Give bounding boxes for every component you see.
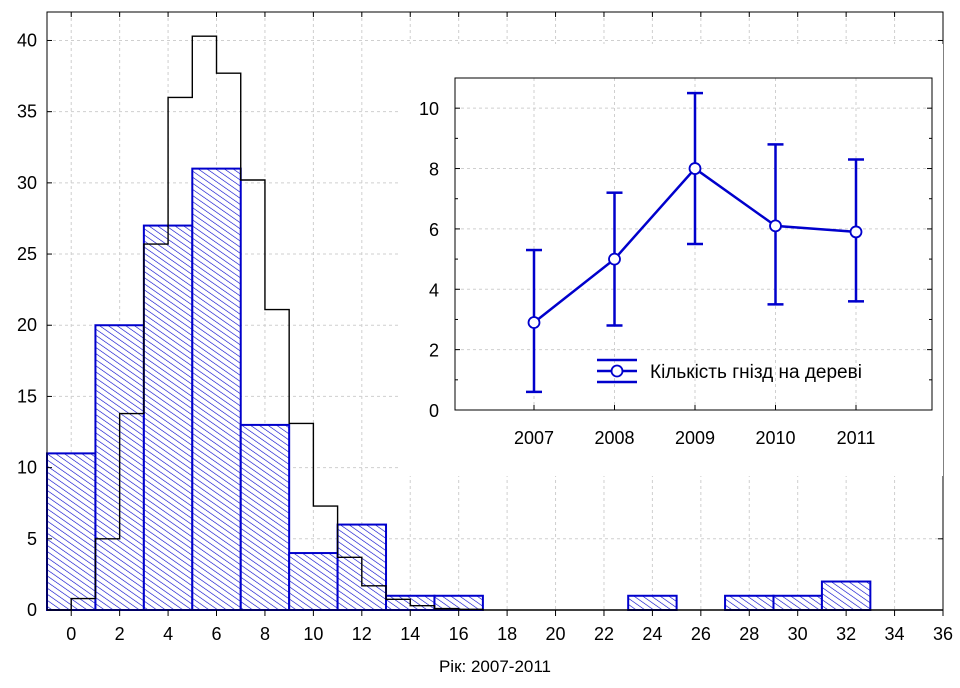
inset-plot-frame [454, 77, 933, 411]
x-tick-label: 34 [885, 624, 905, 644]
x-tick-label: 20 [546, 624, 566, 644]
inset-background [400, 44, 943, 476]
y-tick-label: 30 [17, 173, 37, 193]
inset-y-tick-label: 4 [429, 280, 439, 300]
expected-curve [47, 35, 943, 611]
legend-marker [610, 364, 624, 378]
x-tick-label: 14 [400, 624, 420, 644]
histogram-bar [288, 552, 339, 611]
x-axis-title: Рік: 2007-2011 [439, 657, 551, 676]
x-tick-label: 24 [642, 624, 662, 644]
x-tick-label: 6 [212, 624, 222, 644]
y-tick-label: 15 [17, 386, 37, 406]
x-tick-label: 4 [163, 624, 173, 644]
inset-x-tick-label: 2011 [837, 428, 876, 448]
inset-y-tick-label: 6 [429, 220, 439, 240]
inset-points [527, 162, 863, 329]
inset-legend: Кількість гнізд на деревi [597, 358, 862, 384]
main-x-axis: 0 2 4 6 8 10 12 14 16 18 20 22 24 26 28 30 32 34 36 [66, 12, 953, 644]
y-tick-label: 5 [27, 529, 37, 549]
histogram-bar [433, 594, 484, 611]
histogram-bar [772, 594, 823, 611]
x-tick-label: 8 [260, 624, 270, 644]
y-tick-label: 20 [17, 315, 37, 335]
histogram-bar [142, 224, 194, 611]
x-tick-label: 22 [594, 624, 614, 644]
histogram-bar [627, 594, 678, 611]
inset-y-axis: 0 2 4 6 8 10 [419, 77, 932, 421]
x-tick-label: 32 [836, 624, 856, 644]
x-tick-label: 26 [691, 624, 711, 644]
data-point [769, 219, 782, 233]
data-point [688, 162, 702, 175]
x-tick-label: 10 [303, 624, 323, 644]
inset-y-tick-label: 0 [429, 401, 439, 421]
inset-x-tick-label: 2007 [514, 428, 554, 448]
data-point [608, 252, 621, 266]
legend-symbol [597, 358, 637, 384]
histogram-bar [724, 594, 775, 611]
data-point [849, 225, 863, 239]
y-tick-label: 40 [17, 30, 37, 50]
y-tick-label: 0 [27, 600, 37, 620]
x-tick-label: 16 [449, 624, 469, 644]
histogram-bar [191, 167, 242, 611]
histogram-bar [239, 423, 291, 611]
x-tick-label: 2 [115, 624, 125, 644]
x-tick-label: 12 [352, 624, 372, 644]
x-tick-label: 30 [788, 624, 808, 644]
y-tick-label: 25 [17, 244, 37, 264]
inset-y-tick-label: 2 [429, 341, 439, 361]
x-tick-label: 36 [933, 624, 953, 644]
inset-y-tick-label: 8 [429, 160, 439, 180]
inset-chart: 0 2 4 6 8 10 2007 2008 2009 2010 2011 Кількість г… [400, 44, 943, 476]
data-point [527, 316, 541, 329]
inset-x-tick-label: 2010 [755, 428, 795, 448]
y-tick-label: 35 [17, 102, 37, 122]
x-tick-label: 28 [739, 624, 759, 644]
x-tick-label: 0 [66, 624, 76, 644]
x-tick-label: 18 [497, 624, 517, 644]
inset-y-tick-label: 10 [419, 99, 439, 119]
inset-x-tick-label: 2009 [675, 428, 715, 448]
histogram-bar [46, 452, 97, 611]
legend-label: Кількість гнізд на деревi [650, 362, 862, 383]
y-tick-label: 10 [17, 458, 37, 478]
inset-x-axis: 2007 2008 2009 2010 2011 [514, 405, 875, 448]
histogram-bar [820, 580, 872, 611]
expected-curve-line [47, 35, 943, 611]
inset-x-tick-label: 2008 [594, 428, 634, 448]
